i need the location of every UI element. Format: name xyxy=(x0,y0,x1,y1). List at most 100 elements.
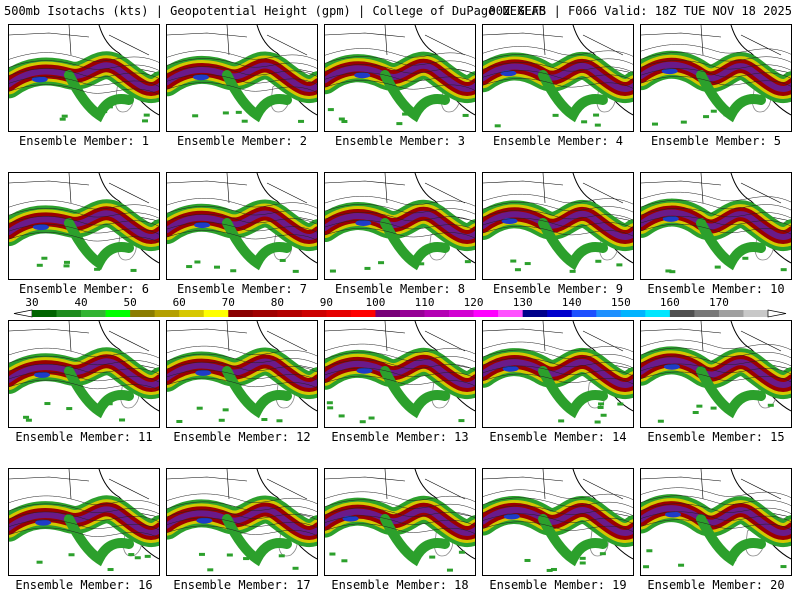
speck xyxy=(207,568,214,572)
speck xyxy=(616,263,623,267)
speck xyxy=(292,566,299,570)
colorbar-tick-label: 80 xyxy=(271,296,284,309)
speck xyxy=(364,266,371,270)
panel-label: Ensemble Member: 16 xyxy=(15,578,153,592)
speck xyxy=(462,113,469,117)
height-contour xyxy=(483,54,633,65)
jet-band xyxy=(641,505,791,536)
speck xyxy=(142,119,149,123)
colorbar-tick-label: 120 xyxy=(464,296,484,309)
speck xyxy=(36,560,43,564)
colorbar-tick-label: 90 xyxy=(320,296,333,309)
height-contour xyxy=(167,66,317,77)
speck xyxy=(723,113,730,117)
colorbar-tick-label: 170 xyxy=(709,296,729,309)
panel-label: Ensemble Member: 19 xyxy=(489,578,627,592)
height-contour xyxy=(9,84,159,95)
jet-branch xyxy=(222,218,292,271)
height-contour xyxy=(167,493,317,505)
height-contour xyxy=(9,371,159,383)
jet-max xyxy=(661,68,678,75)
speck xyxy=(130,268,137,272)
state-borders xyxy=(483,173,633,222)
speck xyxy=(94,267,101,271)
jet-band xyxy=(641,61,791,92)
jet-band xyxy=(483,62,633,92)
state-borders xyxy=(641,173,791,222)
jet-max xyxy=(663,363,680,370)
jet-branch xyxy=(696,218,766,271)
speck xyxy=(235,110,242,114)
height-contour xyxy=(325,48,475,59)
panel-label: Ensemble Member: 13 xyxy=(331,430,469,444)
state-borders xyxy=(641,321,791,370)
speck xyxy=(241,119,248,123)
panel-label: Ensemble Member: 5 xyxy=(650,134,782,148)
height-contour xyxy=(325,375,475,387)
jet-branch xyxy=(380,218,450,271)
height-contour xyxy=(325,523,475,535)
colorbar-swatch xyxy=(424,310,450,317)
speck xyxy=(298,119,305,123)
height-contour xyxy=(167,58,317,69)
jet-max xyxy=(194,222,211,229)
jet-band xyxy=(325,62,475,92)
speck xyxy=(359,420,366,424)
height-contour xyxy=(641,511,791,522)
speck xyxy=(669,270,676,274)
colorbar-tick-label: 30 xyxy=(25,296,38,309)
state-borders xyxy=(641,469,791,518)
height-contour xyxy=(641,191,791,203)
speck xyxy=(418,262,425,266)
speck xyxy=(524,262,531,266)
height-contour xyxy=(641,215,791,227)
height-contour xyxy=(483,78,633,89)
jet-branch xyxy=(222,514,292,567)
speck xyxy=(510,259,517,263)
height-contour xyxy=(167,214,317,225)
map-panel xyxy=(166,24,318,132)
panel-label: Ensemble Member: 18 xyxy=(331,578,469,592)
state-borders xyxy=(325,173,475,222)
colorbar-swatch xyxy=(718,310,744,317)
colorbar-swatch xyxy=(375,310,401,317)
colorbar-tick-label: 140 xyxy=(562,296,582,309)
speck xyxy=(23,415,30,419)
speck xyxy=(261,418,268,422)
speck xyxy=(341,120,348,124)
speck xyxy=(725,259,732,263)
height-contour xyxy=(641,339,791,351)
speck xyxy=(703,115,710,119)
height-contour xyxy=(483,489,633,500)
height-contour xyxy=(325,367,475,379)
speck xyxy=(222,111,229,115)
map-panel xyxy=(482,320,634,428)
state-borders xyxy=(167,25,317,74)
speck xyxy=(550,567,557,571)
map-panel xyxy=(324,320,476,428)
colorbar-swatch xyxy=(277,310,303,317)
speck xyxy=(408,552,415,556)
jet-band xyxy=(483,358,633,388)
state-borders xyxy=(167,173,317,222)
jet-band xyxy=(483,506,633,536)
jet-max xyxy=(196,517,213,524)
speck xyxy=(600,413,607,417)
speck xyxy=(594,420,601,424)
height-contour xyxy=(167,377,317,389)
height-contour xyxy=(9,216,159,227)
speck xyxy=(106,105,113,109)
speck xyxy=(733,106,740,110)
speck xyxy=(329,269,336,273)
jet-band xyxy=(167,506,317,536)
map-panel xyxy=(482,24,634,132)
jet-branch xyxy=(222,70,292,123)
height-contour xyxy=(167,345,317,357)
speck xyxy=(494,124,501,128)
speck xyxy=(730,551,737,555)
speck xyxy=(678,563,685,567)
height-contour xyxy=(483,357,633,369)
height-contour xyxy=(9,76,159,87)
height-contour xyxy=(483,349,633,361)
height-contour xyxy=(483,46,633,57)
